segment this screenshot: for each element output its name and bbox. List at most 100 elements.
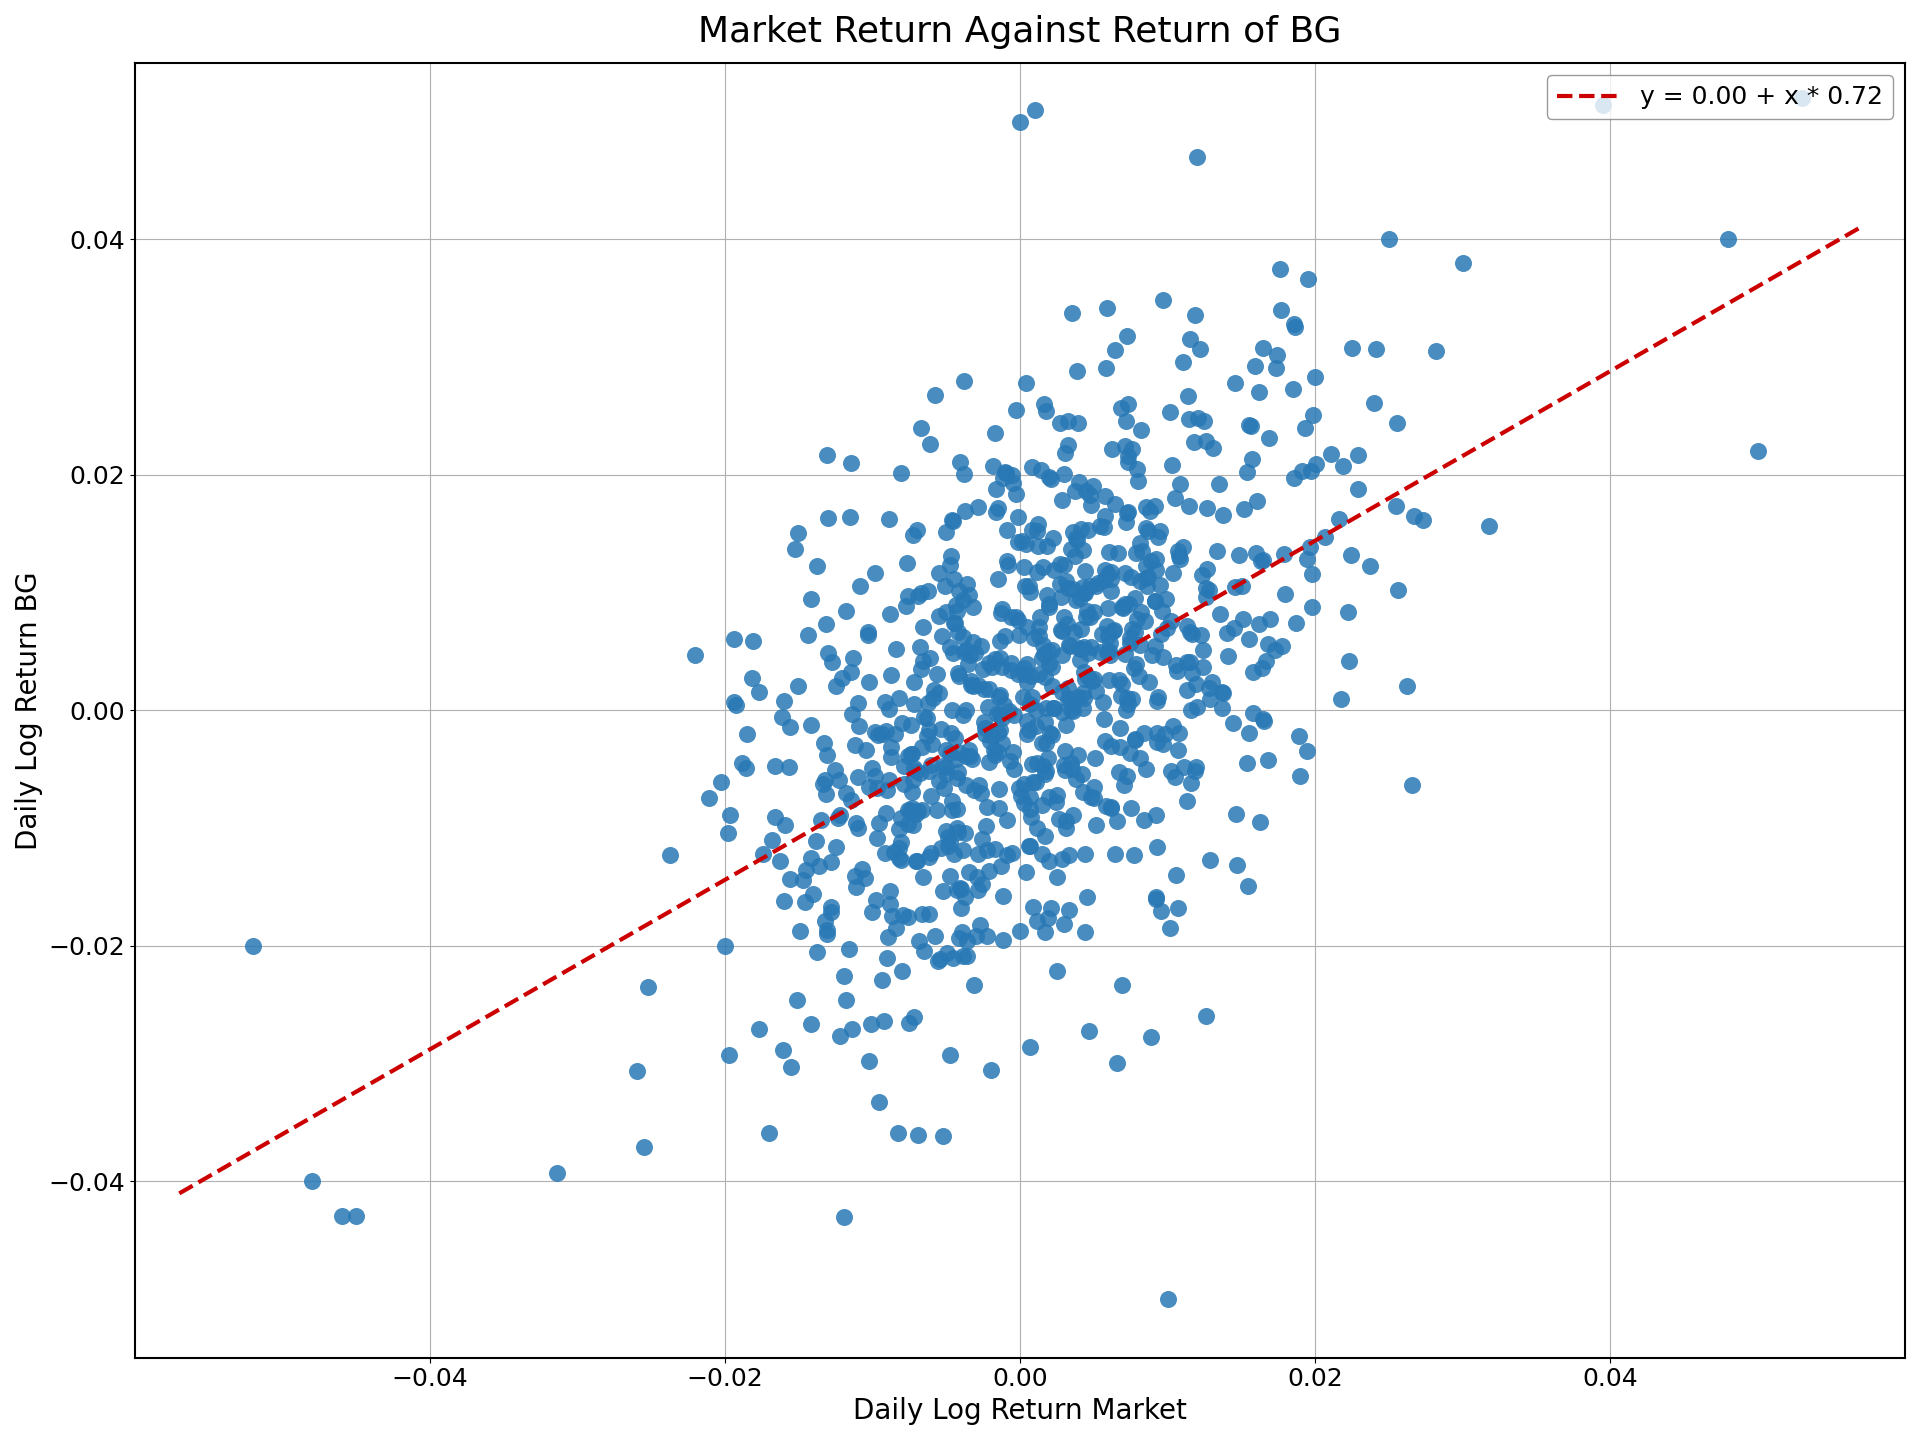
Point bbox=[835, 451, 866, 474]
Point bbox=[1131, 566, 1162, 589]
Point bbox=[1060, 480, 1091, 503]
Point bbox=[1031, 732, 1062, 755]
Point bbox=[877, 904, 908, 927]
Point bbox=[743, 681, 774, 704]
Point bbox=[1158, 714, 1188, 737]
Point bbox=[950, 773, 981, 796]
Point bbox=[902, 585, 933, 608]
Point bbox=[1129, 721, 1160, 744]
Point bbox=[833, 937, 864, 960]
Point bbox=[1246, 657, 1277, 680]
Point bbox=[1023, 513, 1054, 536]
Point bbox=[1183, 408, 1213, 431]
Point bbox=[1382, 579, 1413, 602]
Point bbox=[931, 763, 962, 786]
Point bbox=[1125, 531, 1156, 554]
Point bbox=[943, 878, 973, 901]
Point bbox=[1012, 710, 1043, 733]
Point bbox=[1119, 621, 1150, 644]
Point bbox=[1002, 608, 1033, 631]
Point bbox=[1114, 500, 1144, 523]
Point bbox=[1150, 721, 1181, 744]
Point bbox=[897, 743, 927, 766]
Point bbox=[1240, 541, 1271, 564]
Point bbox=[889, 755, 920, 778]
Point bbox=[628, 1136, 659, 1159]
Point bbox=[1046, 618, 1077, 641]
Point bbox=[1298, 405, 1329, 428]
Point bbox=[970, 717, 1000, 740]
Point bbox=[954, 583, 985, 606]
Point bbox=[1229, 498, 1260, 521]
Point bbox=[950, 822, 981, 845]
Point bbox=[929, 575, 960, 598]
Point bbox=[1248, 710, 1279, 733]
Point bbox=[912, 580, 943, 603]
Point bbox=[916, 733, 947, 756]
Point bbox=[1014, 580, 1044, 603]
Point bbox=[1137, 644, 1167, 667]
Point bbox=[1027, 556, 1058, 579]
Point bbox=[924, 949, 954, 972]
Point bbox=[887, 904, 918, 927]
Point bbox=[1069, 687, 1100, 710]
Point bbox=[864, 812, 895, 835]
Point bbox=[1039, 559, 1069, 582]
Point bbox=[914, 845, 945, 868]
Point bbox=[1033, 906, 1064, 929]
Point bbox=[1296, 595, 1327, 618]
Point bbox=[795, 714, 826, 737]
Point bbox=[950, 744, 981, 768]
Point bbox=[914, 903, 945, 926]
Point bbox=[906, 903, 937, 926]
Point bbox=[1148, 647, 1179, 670]
Point bbox=[893, 552, 924, 575]
Point bbox=[1154, 400, 1185, 423]
Point bbox=[975, 730, 1006, 753]
Point bbox=[1068, 780, 1098, 804]
Point bbox=[1018, 455, 1048, 478]
Point bbox=[989, 693, 1020, 716]
Point bbox=[904, 658, 935, 681]
Point bbox=[1014, 1035, 1044, 1058]
Point bbox=[1073, 484, 1104, 507]
Point bbox=[1044, 808, 1075, 831]
Point bbox=[872, 946, 902, 969]
Point bbox=[1235, 413, 1265, 436]
Point bbox=[1236, 448, 1267, 471]
Point bbox=[1021, 752, 1052, 775]
Point bbox=[1006, 785, 1037, 808]
Point bbox=[1202, 540, 1233, 563]
Point bbox=[680, 644, 710, 667]
Point bbox=[1473, 516, 1503, 539]
Point bbox=[993, 550, 1023, 573]
Point bbox=[987, 655, 1018, 678]
Point bbox=[956, 672, 987, 696]
Point bbox=[1713, 228, 1743, 251]
Point bbox=[996, 464, 1027, 487]
Point bbox=[1116, 564, 1146, 588]
Point bbox=[860, 765, 891, 788]
Point bbox=[812, 444, 843, 467]
Point bbox=[1014, 785, 1044, 808]
Point bbox=[906, 416, 937, 439]
Point bbox=[1094, 644, 1125, 667]
Point bbox=[900, 802, 931, 825]
Point bbox=[885, 848, 916, 871]
Point bbox=[876, 746, 906, 769]
Point bbox=[895, 799, 925, 822]
Point bbox=[1081, 814, 1112, 837]
Point bbox=[1181, 672, 1212, 696]
Point bbox=[1037, 674, 1068, 697]
Point bbox=[954, 739, 985, 762]
Point bbox=[1056, 752, 1087, 775]
Point bbox=[1298, 563, 1329, 586]
Point bbox=[1140, 886, 1171, 909]
Point bbox=[918, 687, 948, 710]
Point bbox=[1114, 451, 1144, 474]
Point bbox=[1029, 392, 1060, 415]
Point bbox=[983, 567, 1014, 590]
Point bbox=[1114, 693, 1144, 716]
Point bbox=[856, 756, 887, 779]
Point bbox=[795, 588, 826, 611]
